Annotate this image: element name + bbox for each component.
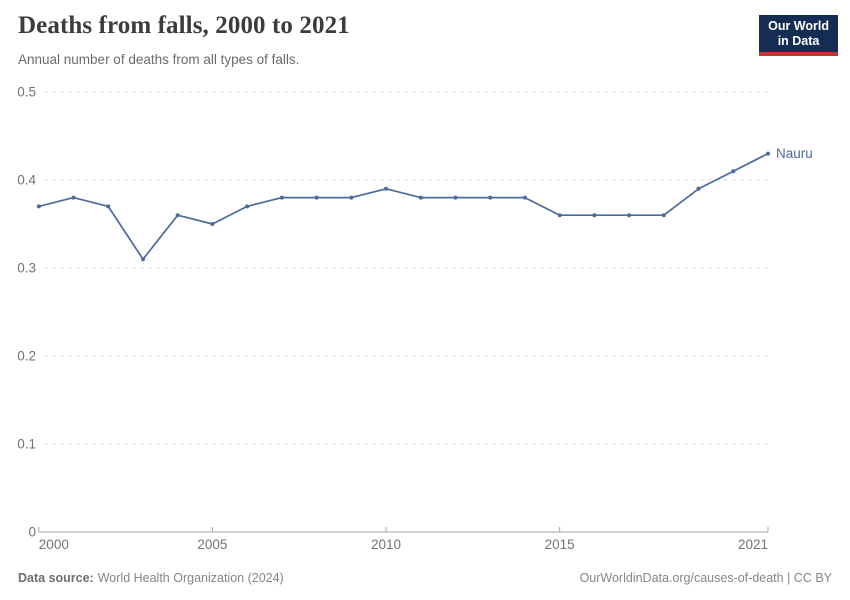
footer-citation-link[interactable]: OurWorldinData.org/causes-of-death | CC …: [579, 571, 832, 585]
data-point-nauru-2014[interactable]: [522, 195, 527, 200]
data-source-label: Data source:: [18, 571, 94, 585]
data-point-nauru-2020[interactable]: [731, 169, 736, 174]
owid-logo-line2: in Data: [777, 34, 820, 48]
data-source-note: Data source: World Health Organization (2…: [18, 570, 284, 587]
data-point-nauru-2007[interactable]: [279, 195, 284, 200]
data-point-nauru-2001[interactable]: [71, 195, 76, 200]
data-point-nauru-2011[interactable]: [418, 195, 423, 200]
data-point-nauru-2017[interactable]: [627, 213, 632, 218]
data-point-nauru-2010[interactable]: [384, 186, 388, 191]
entity-label-nauru[interactable]: Nauru: [776, 146, 813, 161]
y-tick-label-0: 0: [28, 525, 36, 540]
x-tick-label-2000: 2000: [39, 537, 69, 552]
data-point-nauru-2021[interactable]: [766, 151, 770, 156]
chart-footer: Data source: World Health Organization (2…: [18, 570, 832, 587]
data-point-nauru-2000[interactable]: [36, 204, 41, 209]
x-tick-label-2015: 2015: [545, 537, 575, 552]
data-point-nauru-2005[interactable]: [210, 222, 215, 226]
series-line-nauru[interactable]: [37, 152, 769, 261]
data-point-nauru-2008[interactable]: [314, 195, 319, 200]
x-tick-label-2021: 2021: [738, 537, 768, 552]
chart-title: Deaths from falls, 2000 to 2021: [18, 12, 350, 39]
data-point-nauru-2018[interactable]: [661, 213, 666, 218]
y-tick-label-0.5: 0.5: [17, 85, 36, 100]
data-point-nauru-2013[interactable]: [488, 195, 493, 200]
y-tick-label-0.3: 0.3: [17, 261, 36, 276]
data-point-nauru-2019[interactable]: [696, 186, 701, 191]
data-point-nauru-2016[interactable]: [592, 213, 597, 218]
y-tick-label-0.1: 0.1: [17, 437, 36, 452]
data-point-nauru-2004[interactable]: [175, 213, 180, 218]
data-point-nauru-2009[interactable]: [349, 195, 354, 200]
owid-logo-line1: Our World: [768, 19, 829, 33]
owid-logo[interactable]: Our World in Data: [759, 15, 838, 56]
data-point-nauru-2006[interactable]: [245, 204, 250, 209]
x-tick-label-2005: 2005: [197, 537, 227, 552]
y-tick-label-0.4: 0.4: [17, 173, 36, 188]
y-tick-label-0.2: 0.2: [17, 349, 36, 364]
x-tick-label-2010: 2010: [371, 537, 401, 552]
data-source-text: World Health Organization (2024): [97, 571, 284, 585]
data-point-nauru-2015[interactable]: [557, 213, 562, 218]
data-point-nauru-2003[interactable]: [141, 257, 145, 262]
data-point-nauru-2002[interactable]: [106, 204, 111, 209]
data-point-nauru-2012[interactable]: [453, 195, 458, 200]
chart-subtitle: Annual number of deaths from all types o…: [18, 52, 300, 67]
